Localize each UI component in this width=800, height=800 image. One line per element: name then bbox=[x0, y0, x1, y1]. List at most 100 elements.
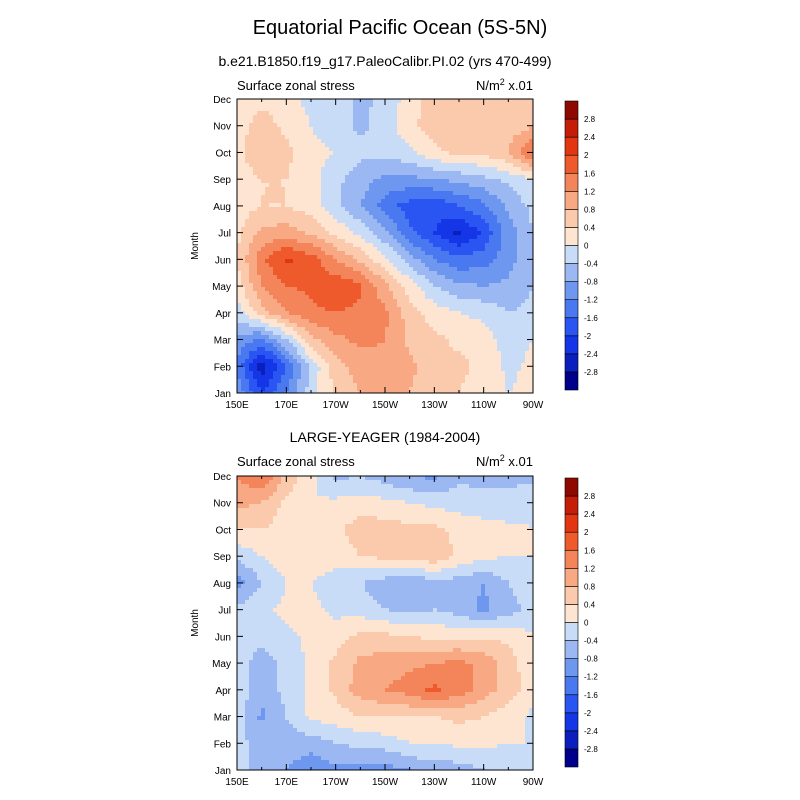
contour-cell bbox=[385, 187, 390, 192]
contour-cell bbox=[305, 231, 310, 236]
contour-cell bbox=[373, 143, 378, 148]
contour-cell bbox=[289, 335, 294, 340]
contour-cell bbox=[449, 171, 454, 176]
contour-cell bbox=[341, 175, 346, 180]
contour-cell bbox=[517, 255, 522, 260]
contour-cell bbox=[373, 271, 378, 276]
contour-cell bbox=[281, 179, 286, 184]
contour-cell bbox=[257, 319, 262, 324]
contour-cell bbox=[413, 171, 418, 176]
contour-cell bbox=[405, 251, 410, 256]
contour-cell bbox=[469, 327, 474, 332]
contour-cell bbox=[453, 111, 458, 116]
contour-cell bbox=[245, 327, 250, 332]
contour-cell bbox=[317, 155, 322, 160]
contour-cell bbox=[325, 163, 330, 168]
contour-cell bbox=[457, 343, 462, 348]
contour-cell bbox=[289, 167, 294, 172]
contour-cell bbox=[261, 123, 266, 128]
contour-cell bbox=[297, 343, 302, 348]
contour-cell bbox=[329, 219, 334, 224]
contour-cell bbox=[521, 275, 526, 280]
contour-cell bbox=[341, 143, 346, 148]
contour-cell bbox=[345, 319, 350, 324]
contour-cell bbox=[381, 255, 386, 260]
contour-cell bbox=[237, 331, 242, 336]
contour-cell bbox=[489, 315, 494, 320]
contour-cell bbox=[393, 207, 398, 212]
contour-cell bbox=[421, 303, 426, 308]
contour-cell bbox=[417, 223, 422, 228]
contour-cell bbox=[517, 303, 522, 308]
contour-cell bbox=[357, 339, 362, 344]
contour-cell bbox=[413, 203, 418, 208]
contour-cell bbox=[313, 307, 318, 312]
contour-cell bbox=[269, 259, 274, 264]
contour-cell bbox=[477, 187, 482, 192]
contour-cell bbox=[397, 259, 402, 264]
contour-cell bbox=[241, 191, 246, 196]
contour-cell bbox=[505, 355, 510, 360]
contour-cell bbox=[521, 339, 526, 344]
contour-cell bbox=[457, 195, 462, 200]
contour-cell bbox=[461, 103, 466, 108]
contour-cell bbox=[485, 223, 490, 228]
contour-cell bbox=[249, 315, 254, 320]
contour-cell bbox=[501, 239, 506, 244]
contour-cell bbox=[525, 111, 530, 116]
contour-cell bbox=[249, 123, 254, 128]
contour-cell bbox=[297, 155, 302, 160]
contour-cell bbox=[397, 187, 402, 192]
contour-cell bbox=[257, 231, 262, 236]
contour-cell bbox=[441, 99, 446, 104]
contour-cell bbox=[245, 99, 250, 104]
contour-cell bbox=[309, 279, 314, 284]
contour-cell bbox=[405, 279, 410, 284]
contour-cell bbox=[481, 355, 486, 360]
contour-cell bbox=[297, 315, 302, 320]
contour-cell bbox=[505, 243, 510, 248]
contour-cell bbox=[373, 351, 378, 356]
contour-cell bbox=[457, 211, 462, 216]
contour-cell bbox=[477, 239, 482, 244]
contour-cell bbox=[241, 231, 246, 236]
contour-cell bbox=[277, 311, 282, 316]
contour-cell bbox=[401, 219, 406, 224]
contour-cell bbox=[417, 175, 422, 180]
contour-cell bbox=[385, 275, 390, 280]
contour-cell bbox=[449, 99, 454, 104]
contour-cell bbox=[253, 143, 258, 148]
contour-cell bbox=[441, 259, 446, 264]
contour-cell bbox=[341, 291, 346, 296]
contour-cell bbox=[277, 287, 282, 292]
contour-cell bbox=[453, 115, 458, 120]
contour-cell bbox=[277, 271, 282, 276]
contour-cell bbox=[513, 171, 518, 176]
contour-cell bbox=[349, 227, 354, 232]
contour-cell bbox=[413, 323, 418, 328]
contour-cell bbox=[429, 355, 434, 360]
contour-cell bbox=[441, 271, 446, 276]
contour-cell bbox=[409, 147, 414, 152]
contour-cell bbox=[357, 211, 362, 216]
contour-cell bbox=[249, 243, 254, 248]
contour-cell bbox=[273, 283, 278, 288]
contour-cell bbox=[369, 231, 374, 236]
contour-cell bbox=[237, 363, 242, 368]
contour-cell bbox=[265, 115, 270, 120]
contour-cell bbox=[281, 227, 286, 232]
contour-cell bbox=[425, 319, 430, 324]
contour-cell bbox=[305, 247, 310, 252]
contour-cell bbox=[285, 291, 290, 296]
contour-cell bbox=[373, 259, 378, 264]
contour-cell bbox=[385, 291, 390, 296]
contour-cell bbox=[377, 99, 382, 104]
contour-cell bbox=[445, 123, 450, 128]
contour-cell bbox=[389, 139, 394, 144]
contour-cell bbox=[517, 187, 522, 192]
contour-cell bbox=[513, 331, 518, 336]
contour-cell bbox=[289, 299, 294, 304]
contour-cell bbox=[381, 315, 386, 320]
contour-cell bbox=[273, 327, 278, 332]
contour-cell bbox=[401, 155, 406, 160]
